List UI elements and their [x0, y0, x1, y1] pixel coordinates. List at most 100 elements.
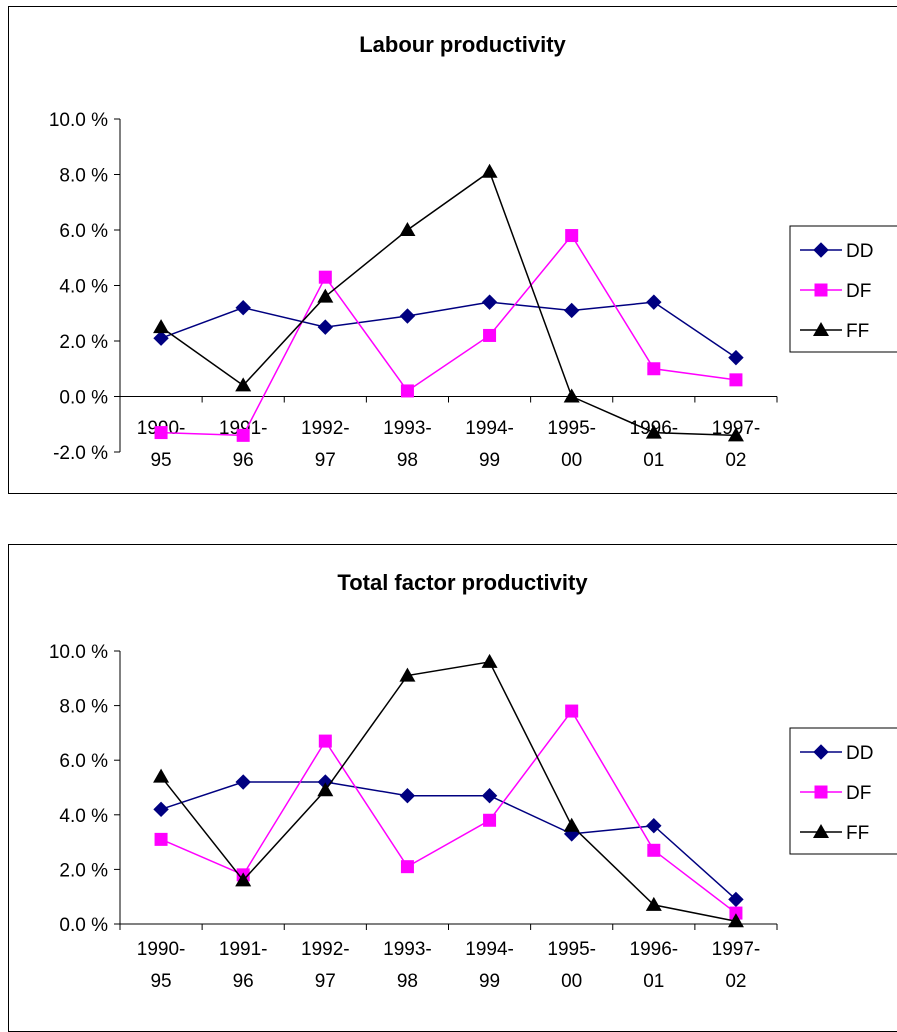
data-point-ff: [645, 896, 662, 911]
data-point-dd: [153, 801, 169, 818]
x-tick-label: 1990-: [137, 939, 186, 960]
data-point-df: [647, 362, 661, 376]
total-factor-productivity-plot: Total factor productivity 0.0 % 2.0 % 4.0 %…: [49, 570, 897, 992]
y-tick-label: 8.0 %: [59, 697, 108, 718]
series-line-ff: [160, 661, 737, 923]
x-tick-label: 99: [479, 971, 500, 992]
x-tick-label: 95: [150, 450, 171, 471]
x-tick-label: 97: [315, 450, 336, 471]
y-tick-label: 4.0 %: [59, 277, 108, 298]
data-point-df: [318, 270, 332, 284]
data-point-ff: [399, 667, 416, 682]
legend-label-dd: DD: [846, 241, 873, 262]
y-tick-label: 4.0 %: [59, 806, 108, 827]
data-point-ff: [399, 222, 416, 236]
series-line-dd: [160, 301, 737, 359]
y-tick-label: -2.0 %: [53, 443, 108, 464]
data-point-df: [729, 373, 743, 387]
x-tick-label: 1997-: [712, 939, 761, 960]
data-point-ff: [317, 782, 334, 797]
x-tick-label: 95: [150, 971, 171, 992]
data-point-df: [400, 384, 414, 398]
x-tick-label: 1993-: [383, 418, 432, 439]
data-point-dd: [481, 787, 498, 804]
data-point-dd: [728, 891, 744, 908]
x-tick-label: 1991-: [219, 418, 268, 439]
data-point-ff: [481, 653, 498, 668]
y-tick-label: 8.0 %: [59, 166, 108, 187]
data-point-df: [729, 906, 743, 920]
data-point-ff: [727, 913, 744, 928]
x-tick-label: 1995-: [547, 418, 596, 439]
chart-title: Total factor productivity: [337, 570, 588, 595]
series-line-df: [160, 709, 737, 914]
legend-box: [789, 727, 897, 855]
y-tick-label: 2.0 %: [59, 332, 108, 353]
data-point-dd: [646, 294, 662, 310]
y-tick-label: 0.0 %: [59, 915, 108, 936]
x-tick-label: 01: [643, 450, 664, 471]
x-tick-label: 01: [643, 971, 664, 992]
x-tick-label: 99: [479, 450, 500, 471]
y-tick-label: 10.0 %: [49, 642, 108, 663]
data-point-ff: [235, 377, 252, 392]
series-line-df: [161, 234, 737, 437]
legend-label-ff: FF: [846, 823, 869, 844]
x-tick-label: 1994-: [465, 939, 514, 960]
x-tick-label: 1991-: [219, 939, 268, 960]
data-point-ff: [563, 817, 580, 832]
y-tick-label: 0.0 %: [59, 388, 108, 409]
y-tick-label: 10.0 %: [49, 110, 108, 131]
data-point-df: [400, 860, 414, 874]
legend-marker-dd: [813, 744, 829, 760]
legend-label-df: DF: [846, 281, 871, 302]
series-line-ff: [160, 170, 736, 437]
legend-label-df: DF: [846, 783, 871, 804]
legend-marker-df: [814, 283, 828, 297]
legend-marker-ff: [813, 824, 829, 838]
data-point-df: [318, 734, 332, 748]
legend-label-dd: DD: [846, 743, 873, 764]
data-point-ff: [645, 424, 662, 439]
data-point-df: [154, 832, 168, 846]
data-point-dd: [481, 294, 498, 310]
legend-marker-ff: [813, 322, 829, 336]
x-tick-label: 96: [233, 450, 254, 471]
data-point-dd: [153, 330, 169, 346]
x-tick-label: 98: [397, 971, 418, 992]
data-point-dd: [235, 774, 251, 790]
legend-box: [789, 225, 897, 353]
x-tick-label: 1994-: [465, 418, 514, 439]
data-point-dd: [728, 349, 744, 366]
data-point-dd: [646, 818, 662, 834]
data-point-dd: [399, 308, 416, 324]
data-point-df: [647, 843, 661, 857]
x-tick-label: 96: [233, 971, 254, 992]
total-factor-productivity-chart: Total factor productivity 0.0 % 2.0 % 4.0 %…: [8, 544, 897, 1032]
data-point-ff: [235, 872, 252, 887]
x-tick-label: 98: [397, 450, 418, 471]
data-point-df: [154, 426, 168, 440]
x-tick-label: 00: [561, 971, 582, 992]
x-tick-label: 97: [315, 971, 336, 992]
labour-productivity-chart: Labour productivity -2.0 % 0.0 % 2.0 % 4.0 %…: [8, 6, 897, 494]
y-tick-label: 6.0 %: [59, 221, 108, 242]
data-point-ff: [563, 388, 580, 403]
legend-label-ff: FF: [846, 321, 869, 342]
data-point-df: [565, 704, 579, 718]
data-point-dd: [235, 299, 251, 316]
data-point-ff: [481, 163, 498, 178]
x-tick-label: 1992-: [301, 418, 350, 439]
data-point-ff: [153, 319, 170, 334]
data-point-dd: [563, 302, 580, 319]
x-tick-label: 02: [725, 450, 746, 471]
x-tick-label: 1993-: [383, 939, 432, 960]
x-tick-label: 1996-: [630, 939, 679, 960]
y-tick-label: 2.0 %: [59, 860, 108, 881]
data-point-df: [565, 229, 579, 243]
legend-marker-dd: [813, 242, 829, 258]
data-point-dd: [399, 787, 416, 804]
data-point-ff: [317, 288, 334, 303]
x-tick-label: 1992-: [301, 939, 350, 960]
chart-title: Labour productivity: [359, 32, 566, 57]
